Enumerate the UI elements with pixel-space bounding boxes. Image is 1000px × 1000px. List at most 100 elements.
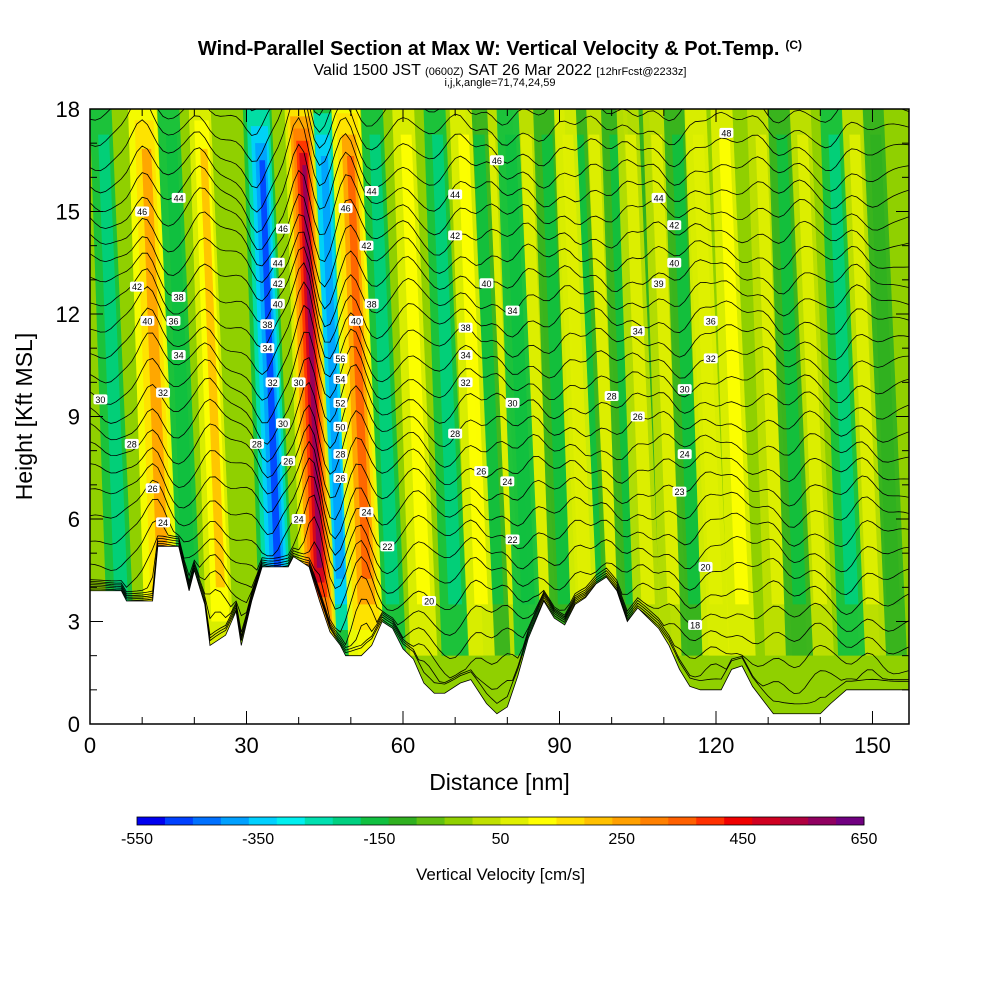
theta-label-text: 34 [461,351,471,361]
colorbar-swatch [276,817,306,825]
plume-layer [400,134,431,605]
updraft-plume [392,109,438,656]
plume-layer [369,134,400,605]
theta-contour-label: 28 [604,391,619,402]
theta-label-text: 44 [273,258,283,268]
theta-label-bg [171,291,186,302]
theta-label-text: 34 [262,344,272,354]
theta-label-bg [474,466,489,477]
theta-label-text: 40 [481,279,491,289]
theta-label-bg [630,411,645,422]
theta-label-text: 34 [633,327,643,337]
theta-label-bg [489,155,504,166]
theta-label-bg [380,541,395,552]
theta-label-text: 36 [168,316,178,326]
theta-contour-label: 38 [171,291,186,302]
colorbar-tick-label: 650 [851,831,878,848]
theta-contour-line [90,548,909,705]
theta-label-text: 36 [706,316,716,326]
theta-contour-label: 38 [364,298,379,309]
theta-label-bg [281,455,296,466]
theta-contour-label: 26 [474,466,489,477]
theta-label-bg [688,619,703,630]
theta-label-text: 38 [262,320,272,330]
theta-contour-label: 44 [448,189,463,200]
theta-contour-label: 46 [276,223,291,234]
theta-contour-label: 36 [703,315,718,326]
theta-contour-line [90,331,909,424]
x-tick-label: 120 [698,733,735,758]
theta-label-bg [333,421,348,432]
theta-label-text: 28 [252,439,262,449]
colorbar-swatch [472,817,501,825]
theta-contour-label: 26 [281,455,296,466]
theta-contour-label: 24 [500,476,515,487]
y-tick-label: 0 [68,712,80,737]
theta-contour-line [90,543,909,660]
plume-layer [98,134,129,605]
theta-label-bg [333,449,348,460]
theta-label-text: 28 [335,450,345,460]
theta-contour-label: 48 [719,127,734,138]
theta-contour-label: 24 [677,449,692,460]
theta-label-bg [364,186,379,196]
theta-contour-label: 32 [703,353,718,364]
colorbar-swatch [304,817,334,825]
theta-label-bg [265,377,280,388]
theta-label-text: 24 [361,508,371,518]
theta-contour-label: 40 [270,298,285,309]
theta-contour-label: 42 [129,281,144,292]
theta-label-bg [333,473,348,483]
chart-subtitle: Valid 1500 JST (0600Z) SAT 26 Mar 2022 [… [313,62,687,79]
theta-contour-line [90,116,909,213]
theta-contour-label: 34 [458,350,473,361]
theta-label-text: 26 [335,474,345,484]
plume-layer [541,134,572,605]
theta-label-text: 26 [633,412,643,422]
theta-contour-label: 28 [249,438,264,449]
colorbar-tick-label: -350 [242,831,274,848]
theta-contour-line [90,169,909,250]
theta-label-text: 42 [669,221,679,231]
theta-contour-label: 26 [630,411,645,422]
theta-label-text: 26 [148,484,158,494]
colorbar-swatch [696,817,725,825]
theta-label-text: 30 [95,395,105,405]
theta-contour-label: 44 [270,257,285,268]
theta-contour-label: 36 [166,315,181,326]
y-tick-label: 18 [56,97,80,122]
y-tick-label: 15 [56,200,80,225]
theta-label-text: 40 [669,258,679,268]
theta-label-text: 18 [690,620,700,630]
theta-label-bg [156,517,171,528]
theta-contour-label: 30 [93,394,108,405]
theta-label-text: 23 [674,487,684,497]
theta-label-text: 30 [680,385,690,395]
theta-contour-line [90,423,909,499]
x-tick-label: 0 [84,733,96,758]
theta-label-text: 40 [142,316,152,326]
plume-layer [776,134,807,605]
theta-label-text: 38 [367,299,377,309]
theta-label-bg [249,438,264,449]
theta-label-text: 32 [461,378,471,388]
theta-contour-label: 39 [651,278,666,289]
theta-contour-label: 46 [338,203,353,214]
theta-contour-label: 24 [156,517,171,528]
theta-label-bg [458,322,473,333]
theta-contour-line [90,109,909,162]
theta-label-bg [505,305,520,316]
theta-label-bg [448,189,463,200]
theta-contour-line [90,193,909,267]
theta-label-text: 34 [174,351,184,361]
theta-label-text: 28 [127,439,137,449]
theta-label-text: 39 [654,279,664,289]
theta-contour-label: 28 [448,428,463,439]
colorbar-swatch [137,817,166,825]
theta-contour-labels: 46 44 42 40 38 36 34 32 30 28 26 24 46 44 42 40 38 34 32 30… [93,127,734,630]
theta-label-bg [270,278,285,289]
colorbar-swatch [752,817,781,825]
theta-contour-label: 46 [135,206,150,217]
